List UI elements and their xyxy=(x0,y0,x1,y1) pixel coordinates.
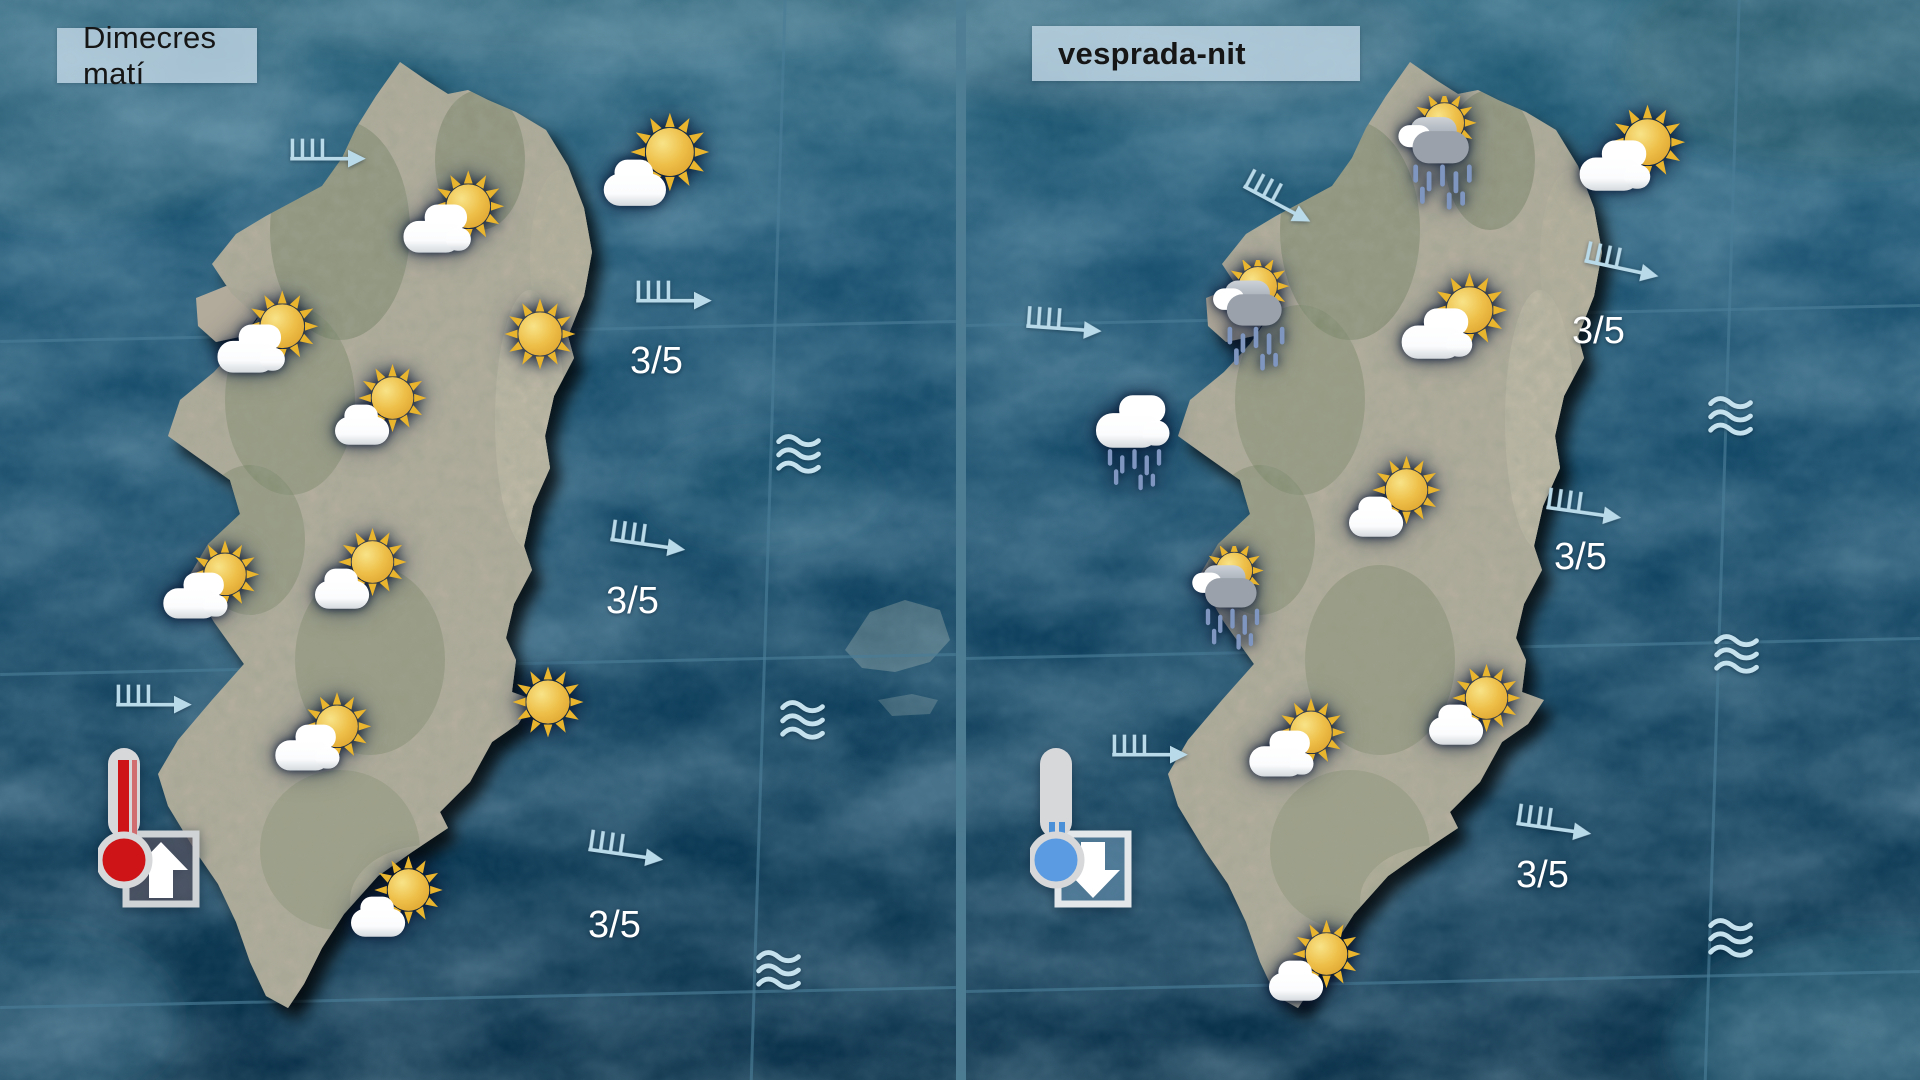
sea-state-label: 3/5 xyxy=(630,340,683,382)
waves-icon xyxy=(776,432,822,476)
panel-label-morning: Dimecres matí xyxy=(57,20,257,91)
wind-barb-icon xyxy=(634,276,714,312)
sea-state-label: 3/5 xyxy=(1572,310,1625,352)
weather-icon-sun-clouds xyxy=(1398,268,1508,378)
panel-label-evening: vesprada-nit xyxy=(1032,26,1360,81)
weather-icon-sun xyxy=(504,658,592,746)
waves-icon xyxy=(1708,394,1754,438)
weather-icon-sun-clouds xyxy=(1246,694,1346,794)
panel-divider xyxy=(956,0,966,1080)
panel-label-morning-text: Dimecres matí xyxy=(83,19,217,91)
weather-icon-sun-clouds xyxy=(272,688,372,788)
waves-icon xyxy=(1708,916,1754,960)
weather-icon-sun-cloud xyxy=(346,850,446,950)
waves-icon xyxy=(780,698,826,742)
weather-icon-sun-clouds xyxy=(214,286,319,391)
weather-icon-sun-cloud xyxy=(1344,450,1444,550)
weather-icon-sun-cloud xyxy=(310,522,410,622)
temperature-falling-icon xyxy=(1030,746,1140,911)
temperature-rising-icon xyxy=(98,746,208,911)
panel-label-evening-text: vesprada-nit xyxy=(1058,35,1246,71)
wind-barb-icon xyxy=(114,680,194,716)
weather-icon-sun-rain xyxy=(1180,546,1285,651)
weather-icon-sun-cloud xyxy=(1424,658,1524,758)
sea-state-label: 3/5 xyxy=(606,580,659,622)
sea-state-label: 3/5 xyxy=(1554,536,1607,578)
sea-state-label: 3/5 xyxy=(1516,854,1569,896)
weather-icon-sun-clouds xyxy=(160,536,260,636)
waves-icon xyxy=(1714,632,1760,676)
weather-icon-sun-cloud xyxy=(598,106,713,221)
weather-icon-sun-clouds xyxy=(400,166,505,271)
weather-icon-sun xyxy=(496,290,584,378)
weather-icon-sun-rain xyxy=(1200,260,1312,372)
weather-icon-sun-cloud xyxy=(1264,914,1364,1014)
weather-icon-sun-clouds xyxy=(1576,100,1686,210)
wind-barb-icon xyxy=(288,134,368,170)
sea-state-label: 3/5 xyxy=(588,904,641,946)
waves-icon xyxy=(756,948,802,992)
weather-icon-sun-cloud xyxy=(330,358,430,458)
wind-barb-icon xyxy=(1023,301,1105,342)
weather-icon-sun-rain xyxy=(1385,96,1500,211)
weather-icon-clouds-rain xyxy=(1082,390,1187,495)
